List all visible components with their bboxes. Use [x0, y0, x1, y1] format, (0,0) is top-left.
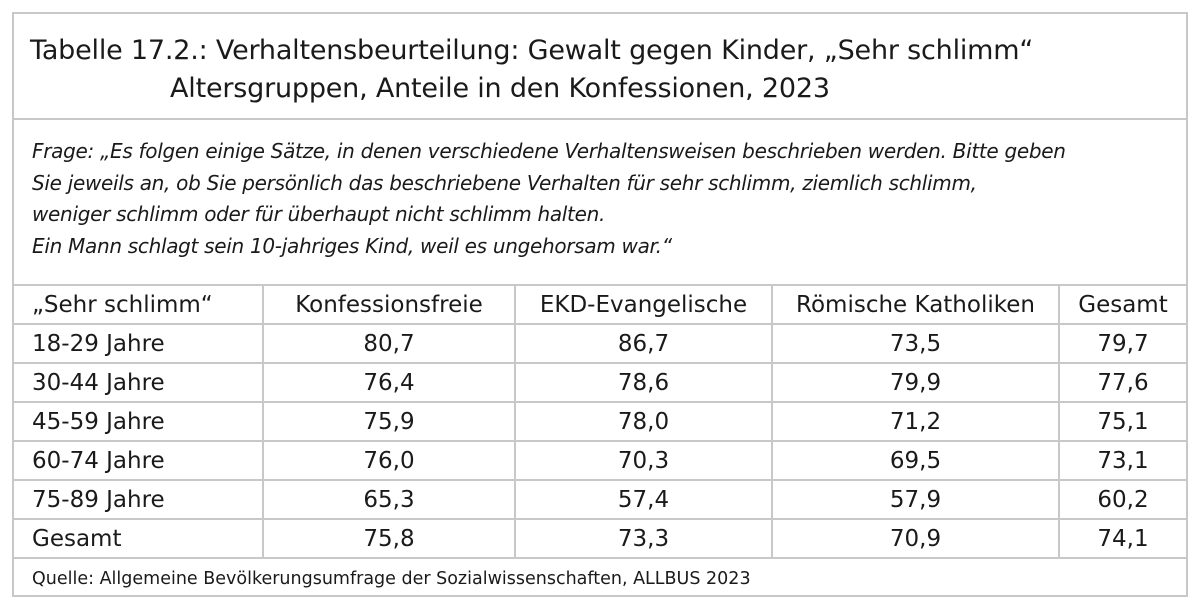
table-cell: 65,3 [262, 479, 516, 520]
header-cell: Römische Katholiken [771, 286, 1060, 325]
question-text: Frage: „Es folgen einige Sätze, in denen… [14, 120, 1186, 286]
table-cell: 78,6 [514, 362, 773, 403]
table-cell: 60,2 [1058, 479, 1186, 520]
table-cell: 57,9 [771, 479, 1060, 520]
table-cell: 79,9 [771, 362, 1060, 403]
table-cell: 80,7 [262, 323, 516, 364]
table-row: 45-59 Jahre 75,9 78,0 71,2 75,1 [14, 401, 1186, 442]
table-cell: 76,4 [262, 362, 516, 403]
table-cell: 78,0 [514, 401, 773, 442]
question-line: Ein Mann schlagt sein 10-jahriges Kind, … [32, 233, 672, 258]
table-cell: 86,7 [514, 323, 773, 364]
table-cell: 75,8 [262, 518, 516, 559]
table-row-total: Gesamt 75,8 73,3 70,9 74,1 [14, 518, 1186, 559]
row-label: 18-29 Jahre [14, 323, 264, 364]
question-line: Frage: „Es folgen einige Sätze, in denen… [32, 139, 1066, 163]
table-cell: 71,2 [771, 401, 1060, 442]
table-title: Tabelle 17.2.: Verhaltensbeurteilung: Ge… [14, 14, 1186, 120]
table-row: 75-89 Jahre 65,3 57,4 57,9 60,2 [14, 479, 1186, 520]
row-label: 30-44 Jahre [14, 362, 264, 403]
table-row: 30-44 Jahre 76,4 78,6 79,9 77,6 [14, 362, 1186, 403]
header-cell: Gesamt [1058, 286, 1186, 325]
table-cell: 69,5 [771, 440, 1060, 481]
data-table: „Sehr schlimm“ Konfessionsfreie EKD-Evan… [14, 286, 1186, 559]
header-row: „Sehr schlimm“ Konfessionsfreie EKD-Evan… [14, 286, 1186, 325]
header-cell: EKD-Evangelische [514, 286, 773, 325]
row-label: 75-89 Jahre [14, 479, 264, 520]
table-cell: 75,9 [262, 401, 516, 442]
table-frame: Tabelle 17.2.: Verhaltensbeurteilung: Ge… [12, 12, 1188, 597]
table-cell: 73,1 [1058, 440, 1186, 481]
table-row: 18-29 Jahre 80,7 86,7 73,5 79,7 [14, 323, 1186, 364]
table-cell: 79,7 [1058, 323, 1186, 364]
table-cell: 70,3 [514, 440, 773, 481]
table-cell: 57,4 [514, 479, 773, 520]
source-note: Quelle: Allgemeine Bevölkerungsumfrage d… [32, 569, 751, 589]
table-cell: 70,9 [771, 518, 1060, 559]
title-line-1: Tabelle 17.2.: Verhaltensbeurteilung: Ge… [30, 35, 1034, 66]
question-line: weniger schlimm oder für überhaupt nicht… [32, 202, 606, 226]
table-cell: 75,1 [1058, 401, 1186, 442]
header-cell: „Sehr schlimm“ [14, 286, 264, 325]
row-label: Gesamt [14, 518, 264, 559]
row-label: 60-74 Jahre [14, 440, 264, 481]
table-cell: 73,5 [771, 323, 1060, 364]
table-cell: 73,3 [514, 518, 773, 559]
table-cell: 74,1 [1058, 518, 1186, 559]
table-cell: 77,6 [1058, 362, 1186, 403]
title-line-2: Altersgruppen, Anteile in den Konfession… [170, 73, 830, 104]
table-row: 60-74 Jahre 76,0 70,3 69,5 73,1 [14, 440, 1186, 481]
header-cell: Konfessionsfreie [262, 286, 516, 325]
question-line: Sie jeweils an, ob Sie persönlich das be… [32, 170, 977, 195]
row-label: 45-59 Jahre [14, 401, 264, 442]
table-cell: 76,0 [262, 440, 516, 481]
